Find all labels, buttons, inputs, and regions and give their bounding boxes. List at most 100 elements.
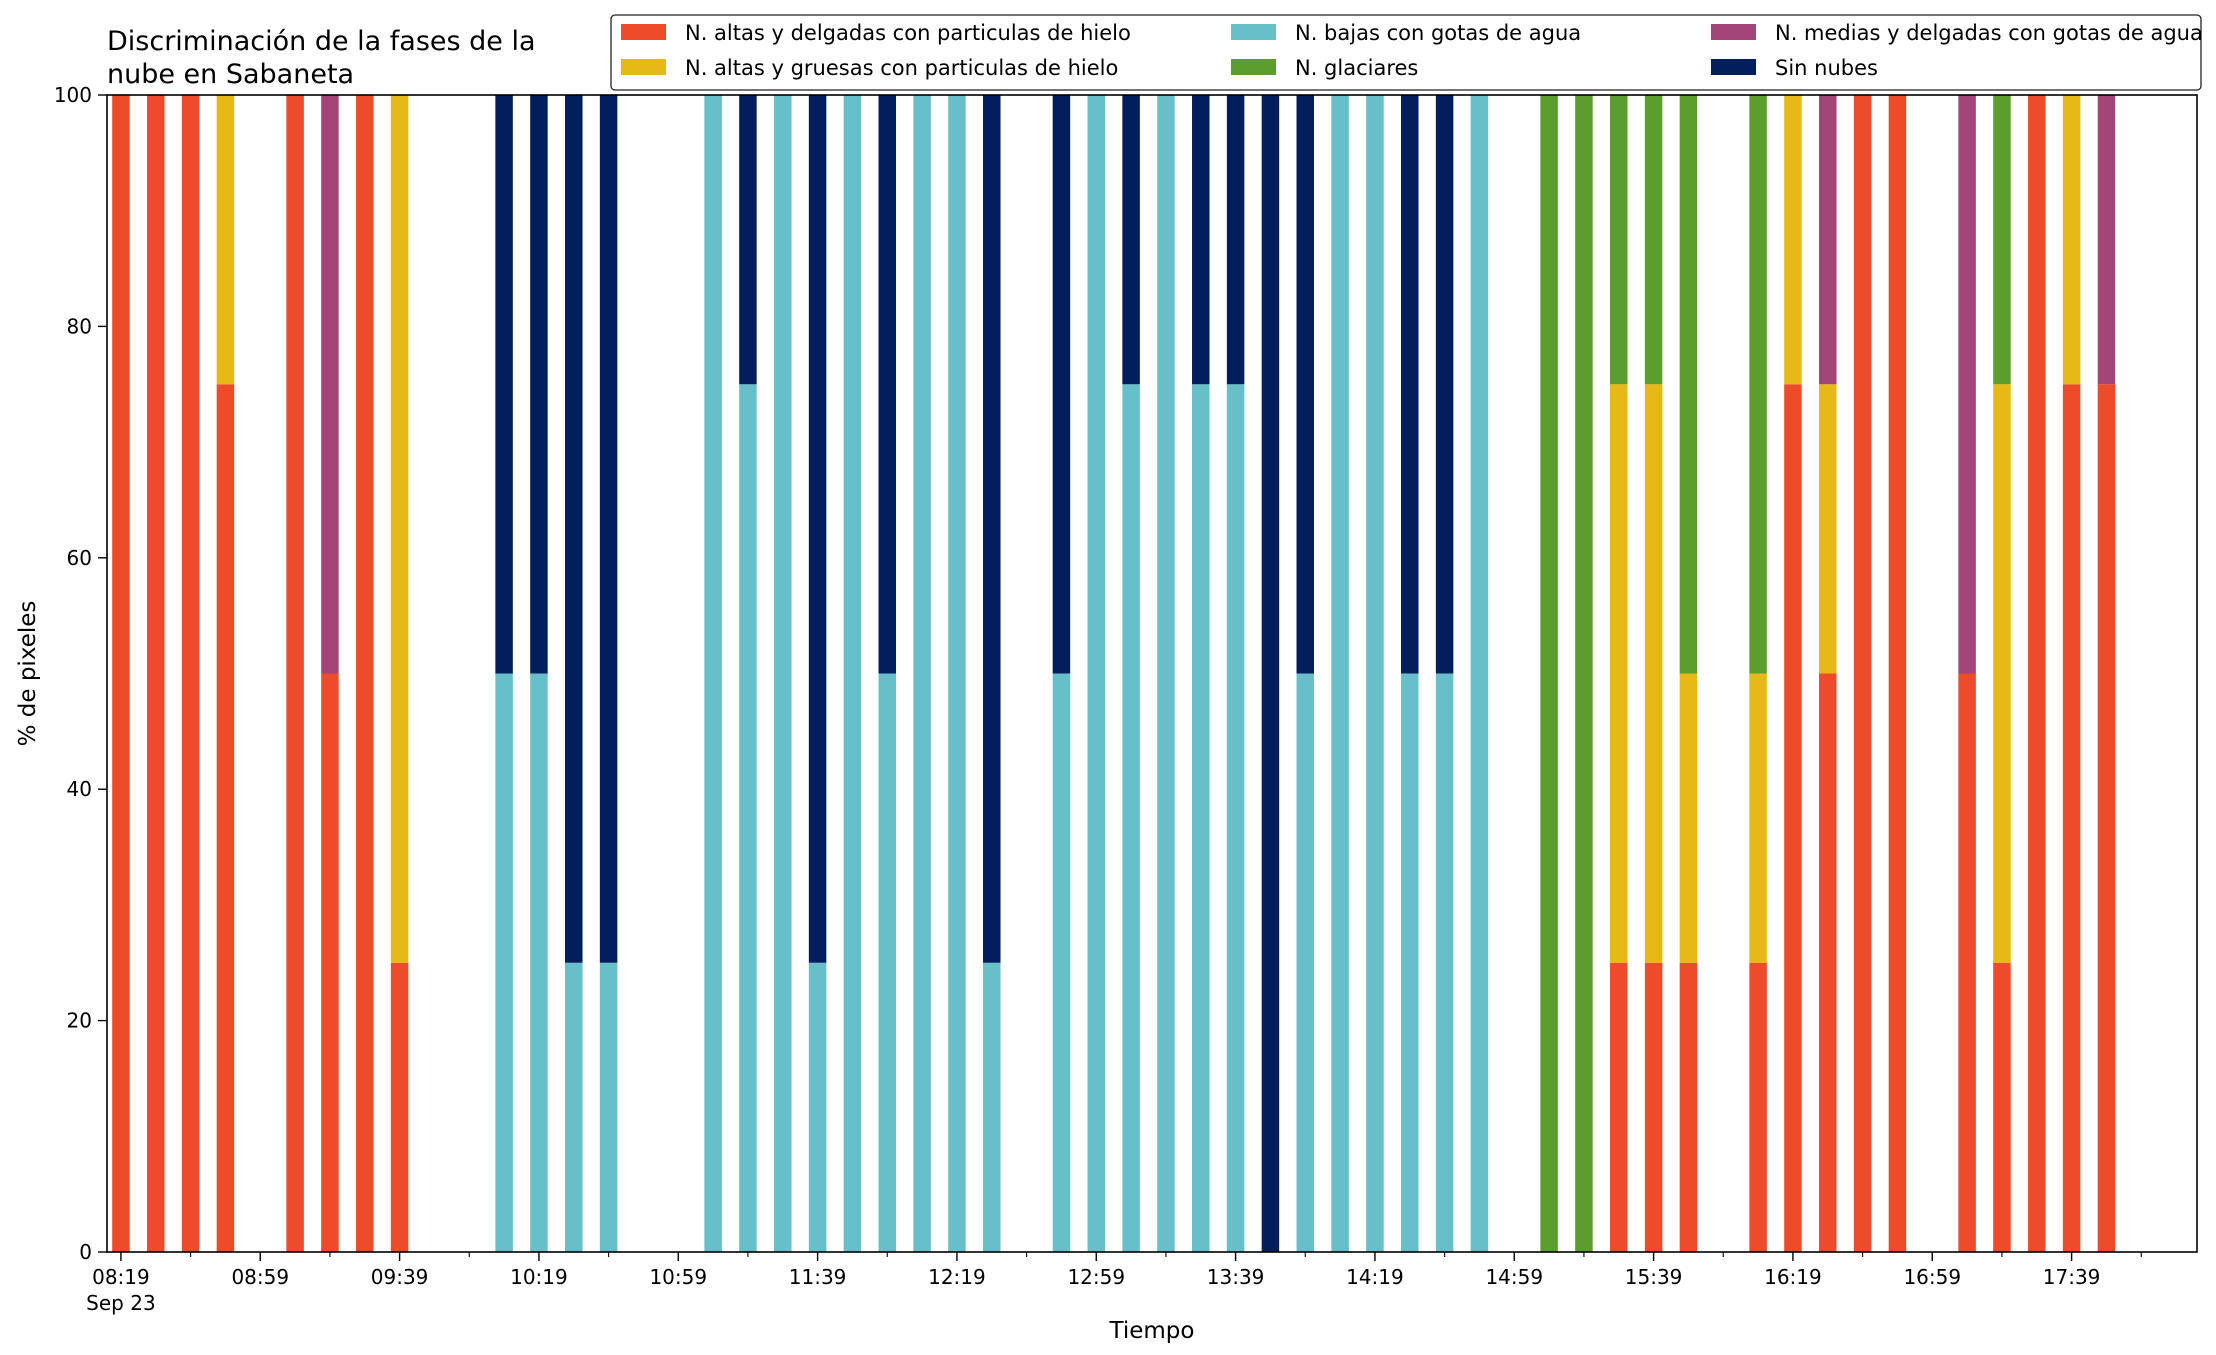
- bar-segment: [181, 95, 200, 1252]
- bar-segment: [216, 384, 235, 1252]
- bars-group: [112, 95, 2116, 1252]
- legend-label: N. medias y delgadas con gotas de agua: [1775, 21, 2203, 45]
- x-tick-label: 14:59: [1485, 1265, 1543, 1289]
- bar-segment: [808, 962, 827, 1252]
- bar-segment: [774, 95, 792, 1252]
- legend: N. altas y delgadas con particulas de hi…: [610, 14, 2203, 91]
- bar-segment: [1366, 95, 1384, 1252]
- bar-segment: [495, 95, 513, 674]
- x-tick-label: 13:39: [1207, 1265, 1265, 1289]
- bar-segment: [1087, 95, 1106, 1252]
- y-axis-label: % de pixeles: [15, 601, 41, 747]
- bar-segment: [495, 673, 513, 1252]
- bar-segment: [1679, 673, 1698, 963]
- bar-segment: [1644, 384, 1663, 963]
- bar-segment: [1644, 962, 1663, 1252]
- bar-segment: [843, 95, 862, 1252]
- bar-segment: [599, 962, 618, 1252]
- x-tick-label: 12:59: [1067, 1265, 1125, 1289]
- bar-segment: [286, 95, 304, 1252]
- plot-frame: [106, 94, 2198, 1253]
- bar-segment: [808, 95, 827, 963]
- x-tick-sublabel: Sep 23: [86, 1291, 156, 1315]
- x-tick-label: 15:39: [1625, 1265, 1683, 1289]
- bar-segment: [878, 95, 897, 674]
- bar-segment: [530, 95, 548, 674]
- bar-segment: [1679, 95, 1698, 674]
- bar-segment: [1819, 95, 1837, 385]
- bar-segment: [1435, 673, 1454, 1252]
- x-tick-label: 09:39: [371, 1265, 429, 1289]
- bar-segment: [1749, 962, 1767, 1252]
- legend-label: N. bajas con gotas de agua: [1295, 21, 1581, 45]
- bar-segment: [112, 95, 130, 1252]
- bar-segment: [321, 673, 339, 1252]
- bar-segment: [1435, 95, 1454, 674]
- legend-label: N. altas y delgadas con particulas de hi…: [685, 21, 1131, 45]
- x-tick-label: 17:39: [2043, 1265, 2101, 1289]
- bar-segment: [1993, 962, 2011, 1252]
- legend-swatch: [621, 59, 666, 75]
- bar-segment: [2062, 384, 2081, 1252]
- bar-segment: [1261, 95, 1280, 1252]
- y-tick-label: 60: [67, 546, 92, 570]
- bar-segment: [1052, 673, 1071, 1252]
- y-tick-label: 20: [67, 1009, 92, 1033]
- x-tick-label: 12:19: [928, 1265, 986, 1289]
- x-tick-label: 08:19: [92, 1265, 150, 1289]
- bar-segment: [1644, 95, 1663, 385]
- bar-segment: [1819, 384, 1837, 674]
- bar-segment: [1993, 384, 2011, 963]
- x-tick-label: 10:19: [510, 1265, 568, 1289]
- bar-segment: [878, 673, 897, 1252]
- x-tick-label: 16:59: [1903, 1265, 1961, 1289]
- x-axis-label: Tiempo: [1109, 1318, 1195, 1344]
- bar-segment: [2097, 95, 2116, 385]
- legend-swatch: [1231, 59, 1276, 75]
- bar-segment: [216, 95, 235, 385]
- bar-segment: [2062, 95, 2081, 385]
- bar-segment: [1784, 384, 1802, 1252]
- y-axis: 0 20 40 60 80 100: [54, 83, 107, 1264]
- bar-segment: [1296, 673, 1315, 1252]
- bar-segment: [356, 95, 374, 1252]
- bar-segment: [321, 95, 339, 674]
- bar-segment: [739, 384, 757, 1252]
- bar-segment: [739, 95, 757, 385]
- bar-segment: [147, 95, 165, 1252]
- bar-segment: [1331, 95, 1349, 1252]
- chart-title: Discriminación de la fases de la nube en …: [107, 26, 536, 90]
- x-tick-label: 11:39: [789, 1265, 847, 1289]
- bar-segment: [1749, 673, 1767, 963]
- bar-segment: [1610, 95, 1628, 385]
- bar-segment: [1610, 384, 1628, 963]
- bar-segment: [1958, 95, 1976, 674]
- bar-segment: [1993, 95, 2011, 385]
- legend-label: N. altas y gruesas con particulas de hie…: [685, 56, 1118, 80]
- bar-segment: [565, 95, 583, 963]
- bar-segment: [1853, 95, 1872, 1252]
- bar-segment: [1610, 962, 1628, 1252]
- bar-segment: [1122, 95, 1140, 385]
- legend-swatch: [1231, 24, 1276, 40]
- bar-segment: [1540, 95, 1558, 1252]
- bar-segment: [599, 95, 618, 963]
- bar-segment: [530, 673, 548, 1252]
- bar-segment: [1401, 95, 1419, 674]
- legend-swatch: [621, 24, 666, 40]
- bar-segment: [983, 95, 1001, 963]
- bar-segment: [913, 95, 931, 1252]
- bar-segment: [704, 95, 722, 1252]
- bar-segment: [1401, 673, 1419, 1252]
- bar-segment: [1749, 95, 1767, 674]
- y-tick-label: 100: [54, 83, 92, 107]
- bar-segment: [2028, 95, 2046, 1252]
- x-tick-label: 10:59: [649, 1265, 707, 1289]
- legend-label: N. glaciares: [1295, 56, 1418, 80]
- legend-swatch: [1711, 24, 1756, 40]
- bar-segment: [1888, 95, 1907, 1252]
- bar-segment: [1784, 95, 1802, 385]
- bar-segment: [390, 962, 409, 1252]
